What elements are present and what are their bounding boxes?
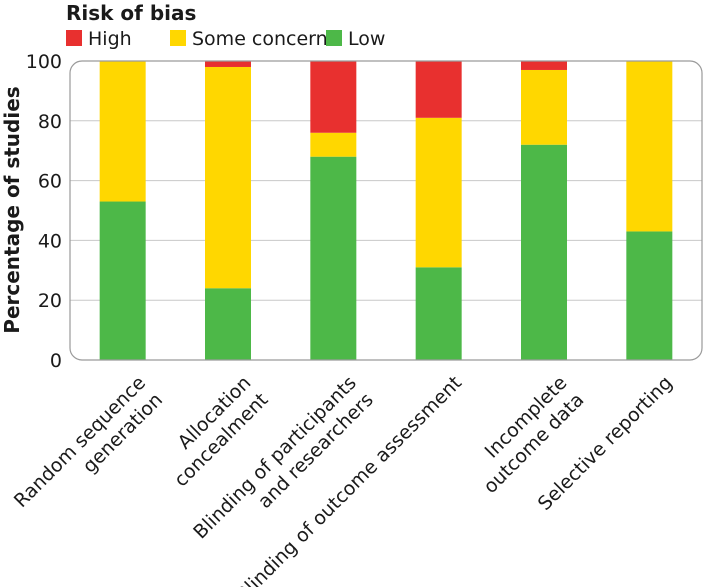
legend: Risk of bias High Some concerns Low: [66, 1, 385, 50]
bar-high: [415, 61, 462, 118]
gridlines: [70, 120, 702, 301]
bar-some-concerns: [205, 66, 251, 289]
bar-some-concerns: [310, 132, 357, 157]
bar-low: [99, 201, 146, 360]
bar-high: [205, 61, 251, 67]
legend-label-some-concerns: Some concerns: [192, 28, 338, 50]
bar-high: [521, 61, 567, 70]
bar-high: [310, 61, 357, 133]
y-tick-label: 100: [26, 51, 62, 73]
legend-swatch-low: [326, 30, 342, 46]
plot-frame: [69, 60, 703, 361]
legend-swatch-some-concerns: [170, 30, 186, 46]
bar-some-concerns: [521, 69, 567, 145]
y-tick-label: 20: [38, 290, 62, 312]
bars: [99, 61, 673, 360]
legend-title: Risk of bias: [66, 1, 196, 25]
bar-low: [310, 156, 357, 360]
legend-label-low: Low: [348, 28, 385, 50]
bar-low: [521, 144, 567, 360]
bar-low: [626, 231, 673, 360]
y-tick-label: 0: [50, 350, 62, 372]
bar-low: [415, 267, 462, 360]
bar-low: [205, 288, 251, 360]
y-axis-ticks: 0 20 40 60 80 100: [26, 51, 62, 372]
y-tick-label: 40: [38, 230, 62, 252]
bar-some-concerns: [415, 117, 462, 268]
legend-swatch-high: [66, 30, 82, 46]
bar-some-concerns: [626, 61, 673, 232]
y-tick-label: 60: [38, 171, 62, 193]
y-tick-label: 80: [38, 111, 62, 133]
legend-label-high: High: [88, 28, 132, 50]
y-axis-title: Percentage of studies: [0, 86, 24, 333]
bar-some-concerns: [99, 61, 146, 202]
